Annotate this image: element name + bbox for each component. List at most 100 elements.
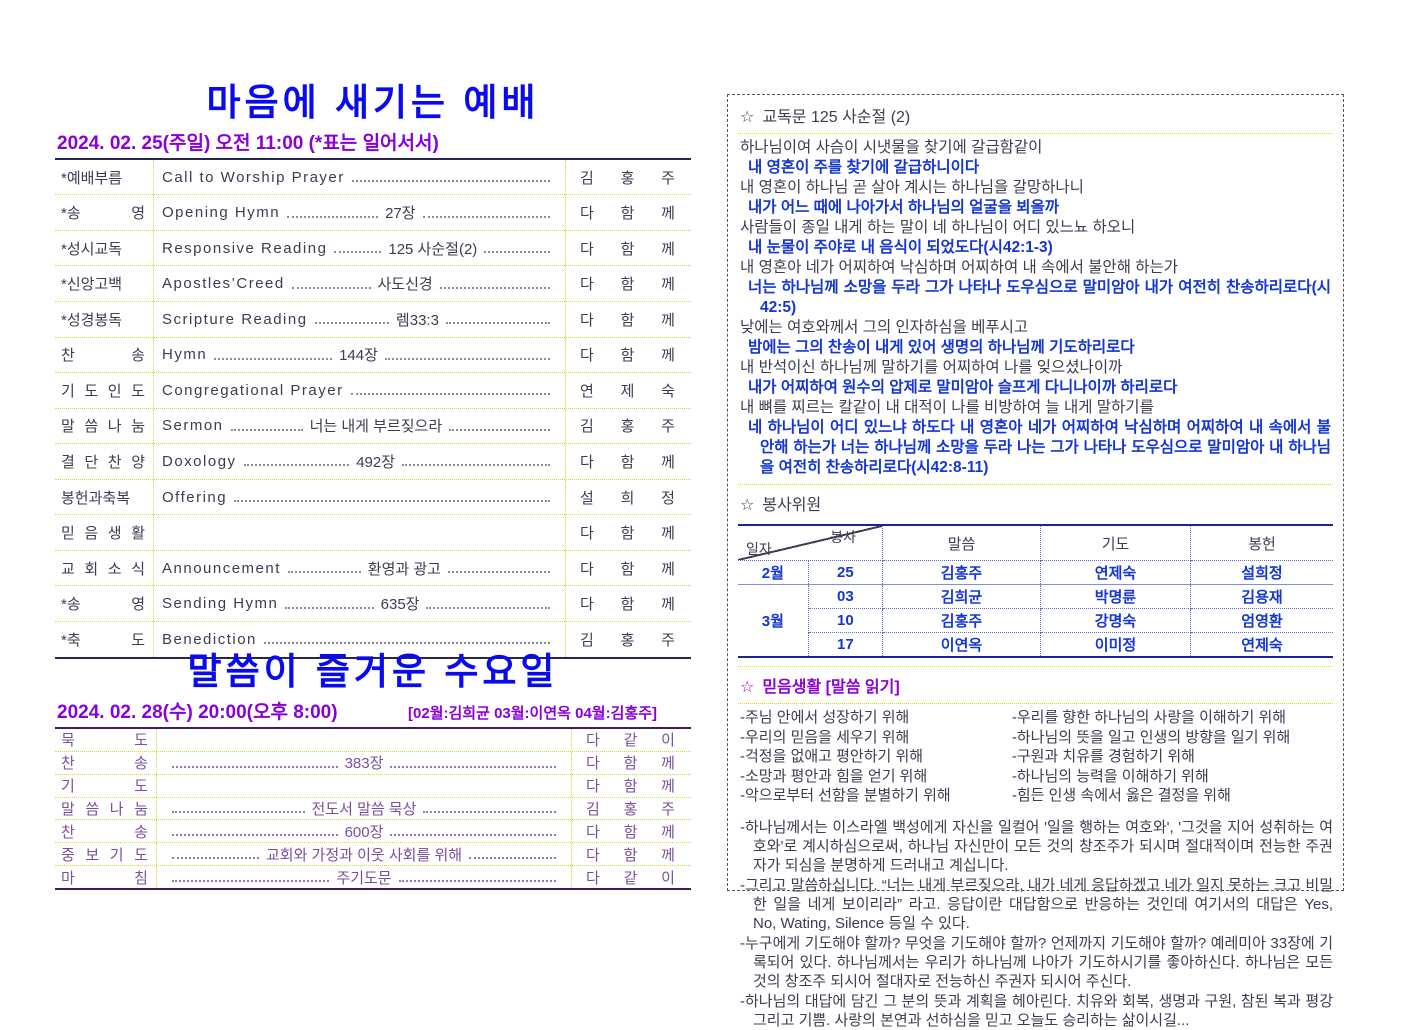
table-row: *축 도 Benediction 김 홍 주 <box>55 620 691 657</box>
church-bulletin-page: { "colors":{ "title_blue":"#0a0af0","pur… <box>55 83 1344 1029</box>
bulletin-right-panel: ☆ 교독문 125 사순절 (2) 하나님이여 사슴이 시냇물을 찾기에 갈급함같… <box>727 94 1344 1029</box>
list-item: -하나님의 능력을 이해하기 위해 <box>1011 767 1209 785</box>
table-row: 기 도 인 도 Congregational Prayer 연 제 숙 <box>55 372 691 408</box>
responsive-reading-header: ☆ 교독문 125 사순절 (2) <box>738 97 1333 134</box>
order-item-content: Doxology 492장 <box>154 451 565 472</box>
order-item-label: *송 영 <box>55 586 154 621</box>
list-item: -걱정을 없애고 평안하기 위해 <box>740 748 924 765</box>
leader-dots <box>234 500 550 503</box>
table-row: *송 영 Sending Hymn 635장 다 함 께 <box>55 585 691 621</box>
table-row: *예배부름 Call to Worship Prayer 김 홍 주 <box>55 159 691 195</box>
leader-dots <box>172 811 305 814</box>
leader-dots <box>287 215 379 218</box>
sermon-cell: 김홍주 <box>882 560 1041 585</box>
leader-dots <box>172 834 338 837</box>
order-item-label: 마 침 <box>55 866 157 889</box>
faith-list-right: -우리를 향한 하나님의 사랑을 이해하기 위해 -하나님의 뜻을 일고 인생의 … <box>1012 708 1331 806</box>
order-item-label: *성시교독 <box>55 230 154 266</box>
order-item-label: *축 도 <box>55 621 154 657</box>
table-row: 10 김홍주 강명숙 엄영환 <box>738 608 1333 633</box>
prayer-cell: 이미정 <box>1040 632 1191 658</box>
list-item: -힘든 인생 속에서 옳은 결정을 위해 <box>1011 787 1231 804</box>
leader-dots <box>439 286 550 289</box>
order-item-content: Sending Hymn 635장 <box>154 593 565 614</box>
wednesday-order-table: 묵 도 다 같 이 찬 송 383장 다 함 께 기 도 <box>55 726 691 891</box>
reading-line: 밤에는 그의 찬송이 내게 있어 생명의 하나님께 기도하리로다 <box>748 339 1135 356</box>
table-row: 17 이연옥 이미정 연제숙 <box>738 632 1333 658</box>
order-item-person: 다 함 께 <box>565 444 691 479</box>
leader-dots <box>172 765 338 768</box>
order-item-content: 383장 <box>157 752 571 773</box>
table-row: 말 씀 나 눔 전도서 말씀 묵상 김 홍 주 <box>55 796 691 820</box>
order-item-content: Apostles’Creed 사도신경 <box>154 273 565 294</box>
order-item-person: 다 함 께 <box>571 751 691 774</box>
table-row: 찬 송 Hymn 144장 다 함 께 <box>55 336 691 373</box>
sunday-order-table: *예배부름 Call to Worship Prayer 김 홍 주 *송 영 … <box>55 157 691 659</box>
order-item-person: 김 홍 주 <box>565 408 691 444</box>
header-service: 봉사 <box>830 529 856 545</box>
leader-dots <box>423 811 556 814</box>
order-item-person: 다 같 이 <box>571 728 691 751</box>
header-offering: 봉헌 <box>1190 524 1333 561</box>
star-icon: ☆ <box>740 679 755 696</box>
leader-dots <box>285 606 374 609</box>
order-item-label: 찬 송 <box>55 820 157 843</box>
order-item-person: 다 함 께 <box>571 843 691 866</box>
order-item-label: 기 도 <box>55 774 157 797</box>
order-item-person: 다 함 께 <box>571 820 691 843</box>
order-item-content: Scripture Reading 렘33:3 <box>154 309 565 330</box>
table-row: 2월 25 김홍주 연제숙 설희정 <box>738 560 1333 585</box>
order-item-person: 다 함 께 <box>571 774 691 797</box>
header-date: 일자 <box>746 541 772 557</box>
sermon-cell: 김홍주 <box>882 608 1041 633</box>
table-row: *신앙고백 Apostles’Creed 사도신경 다 함 께 <box>55 265 691 302</box>
reading-line: 내 눈물이 주야로 내 음식이 되었도다(시42:1-3) <box>748 239 1053 256</box>
order-item-person: 김 홍 주 <box>565 621 691 657</box>
order-item-person: 다 같 이 <box>571 866 691 889</box>
order-item-person: 다 함 께 <box>565 550 691 586</box>
order-item-label: 찬 송 <box>55 751 157 774</box>
order-item-label: *송 영 <box>55 195 154 230</box>
table-row: 마 침 주기도문 다 같 이 <box>55 865 691 889</box>
order-item-label: 교 회 소 식 <box>55 550 154 586</box>
leader-dots <box>447 571 550 574</box>
wednesday-title: 말씀이 즐거운 수요일 <box>187 651 559 692</box>
order-item-label: *신앙고백 <box>55 266 154 302</box>
paragraph: -하나님께서는 이스라엘 백성에게 자신을 일컬어 '일을 행하는 여호와', … <box>740 818 1333 874</box>
diagonal-header-cell: 봉사 일자 <box>738 524 883 561</box>
faith-purpose-list: -주님 안에서 성장하기 위해 -우리의 믿음을 세우기 위해 -걱정을 없애고 평… <box>738 704 1333 808</box>
order-item-person: 김 홍 주 <box>571 797 691 820</box>
reading-line: 내가 어찌하여 원수의 압제로 말미암아 슬프게 다니나이까 하리로다 <box>748 379 1178 396</box>
order-item-label: 묵 도 <box>55 728 157 751</box>
reading-line: 내 영혼이 주를 찾기에 갈급하니이다 <box>748 159 980 176</box>
wednesday-date-row: 2024. 02. 28(수) 20:00(오후 8:00) [02월:김희균 … <box>57 697 691 724</box>
wednesday-service-section: 말씀이 즐거운 수요일 2024. 02. 28(수) 20:00(오후 8:0… <box>55 651 691 891</box>
day-cell: 17 <box>808 632 884 658</box>
order-item-person: 다 함 께 <box>565 515 691 550</box>
reading-line: 내 뼈를 찌르는 칼같이 내 대적이 나를 비방하여 늘 내게 말하기를 <box>740 399 1154 416</box>
order-item-content: 주기도문 <box>157 867 571 888</box>
header-sermon: 말씀 <box>882 524 1041 561</box>
day-cell: 03 <box>807 584 884 609</box>
responsive-reading-text: 하나님이여 사슴이 시냇물을 찾기에 갈급함같이 내 영혼이 주를 찾기에 갈급… <box>738 134 1333 484</box>
leader-dots <box>422 215 550 218</box>
order-item-content: Congregational Prayer <box>154 382 565 399</box>
list-item: -하나님의 뜻을 일고 인생의 방향을 일기 위해 <box>1011 728 1291 746</box>
leader-dots <box>230 428 303 431</box>
order-item-person: 설 희 정 <box>565 479 691 515</box>
order-item-content <box>157 739 571 741</box>
leader-dots <box>384 357 550 360</box>
star-icon: ☆ <box>740 497 755 514</box>
order-item-person: 연 제 숙 <box>565 373 691 408</box>
leader-dots <box>426 606 551 609</box>
table-row: 찬 송 600장 다 함 께 <box>55 819 691 843</box>
leader-dots <box>350 393 550 396</box>
wednesday-leaders: [02월:김희균 03월:이연옥 04월:김홍주] <box>408 704 657 722</box>
order-item-label: 말 씀 나 눔 <box>55 797 157 820</box>
table-row: 묵 도 다 같 이 <box>55 728 691 751</box>
list-item: -우리를 향한 하나님의 사랑을 이해하기 위해 <box>1011 709 1287 726</box>
month-cell: 2월 <box>738 560 809 585</box>
table-row: 중 보 기 도 교회와 가정과 이웃 사회를 위해 다 함 께 <box>55 842 691 866</box>
table-row: 결 단 찬 양 Doxology 492장 다 함 께 <box>55 443 691 479</box>
reading-line: 너는 하나님께 소망을 두라 그가 나타나 도우심으로 말미암아 내가 여전히 … <box>748 279 1331 316</box>
